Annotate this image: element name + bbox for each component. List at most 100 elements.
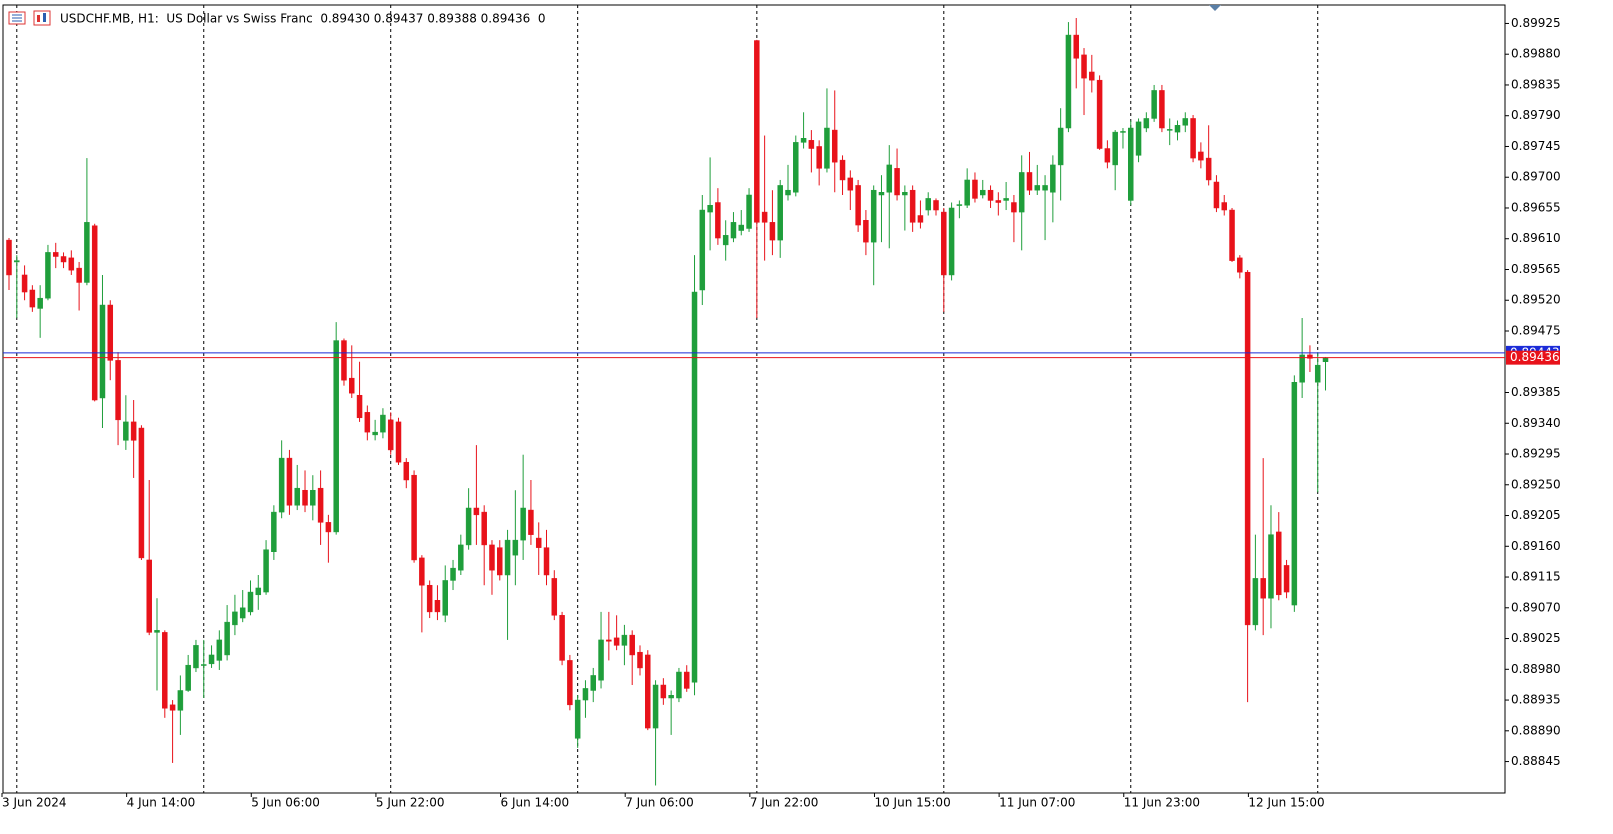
candle-body [1244, 271, 1251, 626]
candle-body [201, 664, 207, 666]
candle-body [1003, 198, 1009, 201]
candle-body [824, 127, 830, 169]
candle-body [870, 189, 877, 243]
candle-body [1057, 127, 1064, 166]
x-tick-label: 7 Jun 06:00 [625, 796, 694, 810]
candle-body [395, 421, 402, 463]
candle-body [138, 427, 145, 559]
candle-body [76, 267, 82, 283]
candle-body [683, 671, 690, 689]
candle-body [310, 489, 316, 506]
candle-body [1143, 118, 1150, 129]
candle-body [652, 684, 659, 729]
candle-body [1190, 118, 1196, 159]
candle-body [216, 639, 223, 661]
candle-body [162, 632, 168, 709]
candle-body [1120, 131, 1126, 133]
candle-body [1174, 125, 1181, 133]
candle-body [263, 549, 269, 593]
candle-body [730, 222, 737, 239]
y-tick-label: 0.89115 [1511, 570, 1561, 584]
candle-body [497, 547, 503, 576]
candle-body [1034, 185, 1041, 191]
shift-marker [1209, 5, 1221, 11]
icon-chart [33, 10, 51, 26]
candle-body [637, 651, 643, 669]
candle-body [325, 522, 332, 533]
candle-body [699, 209, 706, 291]
candle-body [465, 507, 472, 546]
y-tick-label: 0.88980 [1511, 662, 1561, 676]
candle-body [1276, 531, 1282, 596]
candle-body [1252, 578, 1259, 626]
x-tick-label: 10 Jun 15:00 [874, 796, 950, 810]
candle-body [115, 360, 121, 421]
candle-body [972, 179, 978, 199]
candle-body [37, 297, 43, 309]
candle-body [341, 340, 347, 381]
candle-body [403, 461, 410, 481]
y-tick-label: 0.89655 [1511, 200, 1561, 214]
candle-body [715, 202, 721, 239]
candle-body [1011, 202, 1017, 213]
candle-body [1050, 164, 1056, 193]
candle-body [169, 704, 176, 711]
candle-body [84, 222, 90, 283]
candle-body [520, 507, 526, 541]
candle-body [668, 695, 674, 699]
candle-body [722, 235, 729, 246]
candle-body [419, 557, 425, 586]
candle-body [411, 474, 417, 561]
candle-body [1018, 172, 1025, 213]
candle-body [535, 537, 542, 548]
y-tick-label: 0.89880 [1511, 47, 1561, 61]
candle-body [691, 291, 698, 683]
candle-body [489, 544, 495, 571]
candle-body [372, 431, 378, 436]
candle-body [1198, 151, 1204, 161]
candle-body [52, 252, 59, 257]
candle-body [761, 211, 768, 223]
candle-body [676, 671, 682, 699]
candle-body [613, 637, 620, 646]
candle-body [793, 142, 799, 193]
x-tick-label: 12 Jun 15:00 [1248, 796, 1324, 810]
candle-body [980, 189, 986, 196]
candle-body [598, 639, 604, 681]
plot-border [2, 4, 1506, 794]
x-tick-label: 11 Jun 23:00 [1124, 796, 1200, 810]
candle-body [1128, 127, 1134, 201]
candle-body [1213, 181, 1220, 209]
y-tick-label: 0.89520 [1511, 293, 1561, 307]
candle-body [473, 507, 480, 516]
candle-body [1166, 129, 1173, 131]
candle-body [925, 198, 931, 211]
x-tick-label: 3 Jun 2024 [2, 796, 67, 810]
candle-body [551, 578, 558, 616]
candle-body [45, 252, 51, 299]
candle-body [582, 688, 589, 701]
candle-body [800, 138, 807, 143]
candle-body [777, 185, 783, 241]
y-tick-label: 0.89745 [1511, 139, 1561, 153]
candle-body [886, 164, 893, 193]
candle-body [956, 204, 963, 206]
x-tick-label: 6 Jun 14:00 [501, 796, 570, 810]
candle-body [239, 607, 246, 619]
candle-body [606, 639, 612, 642]
candle-body [1042, 185, 1048, 191]
candle-body [769, 222, 776, 241]
candle-body [987, 189, 994, 201]
candle-body [1314, 364, 1321, 383]
candle-body [481, 511, 487, 546]
candle-body [831, 129, 838, 163]
y-tick-label: 0.89070 [1511, 600, 1561, 614]
candle-body [808, 140, 815, 149]
y-tick-label: 0.89790 [1511, 108, 1561, 122]
candle-body [567, 660, 573, 706]
candle-body [543, 547, 550, 576]
x-tick-label: 5 Jun 22:00 [376, 796, 445, 810]
candle-body [933, 200, 939, 211]
